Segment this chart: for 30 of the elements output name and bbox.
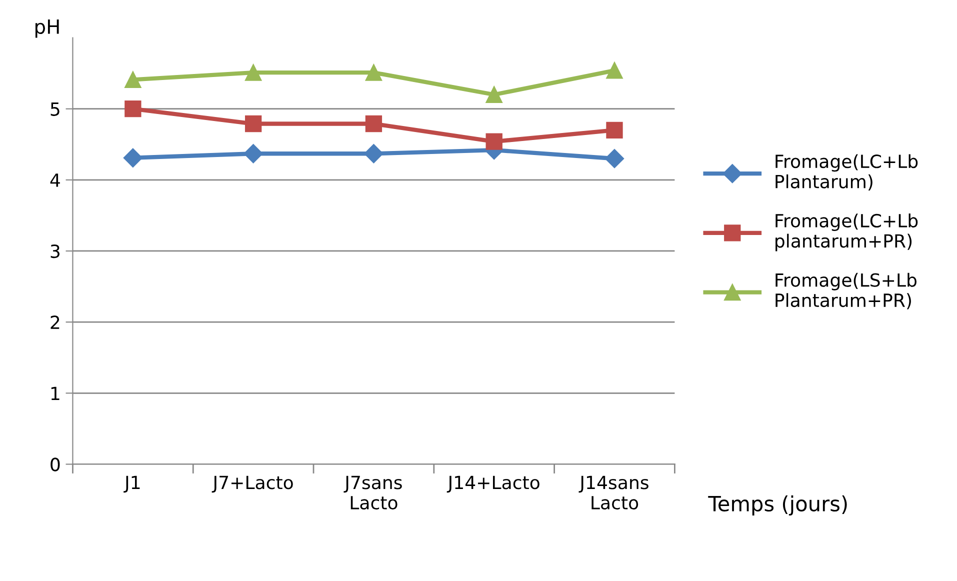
y-tick-label: 1 <box>51 386 60 400</box>
point <box>124 100 142 118</box>
point <box>124 71 142 88</box>
point <box>244 144 263 164</box>
legend-label: Fromage(LC+Lb Plantarum) <box>776 154 918 191</box>
x-axis-title: Temps (jours) <box>708 495 847 516</box>
y-tick-label: 5 <box>50 102 60 116</box>
point <box>604 149 624 168</box>
y-tick-label: 3 <box>50 244 60 258</box>
x-tick-label: J7sans Lacto <box>344 476 402 510</box>
y-tick-label: 2 <box>50 316 60 329</box>
x-tick-label: J7+Lacto <box>212 476 293 493</box>
point <box>486 86 502 103</box>
y-tick-label: 4 <box>50 174 60 187</box>
x-tick-label: J14+Lacto <box>446 476 540 493</box>
point <box>123 148 142 168</box>
x-tick-label: J14sans Lacto <box>578 476 648 510</box>
point <box>365 64 382 81</box>
legend-label: Fromage(LC+Lb plantarum+PR) <box>776 214 918 252</box>
point <box>244 64 262 81</box>
point <box>606 62 623 79</box>
y-axis-title: pH <box>35 20 59 38</box>
point <box>365 115 382 132</box>
legend-label: Fromage(LS+Lb Plantarum+PR) <box>776 272 916 310</box>
point <box>606 122 623 138</box>
point <box>364 144 384 164</box>
y-tick-label: 0 <box>50 458 60 472</box>
point <box>244 115 262 132</box>
point <box>486 133 502 150</box>
x-tick-label: J1 <box>124 476 140 493</box>
